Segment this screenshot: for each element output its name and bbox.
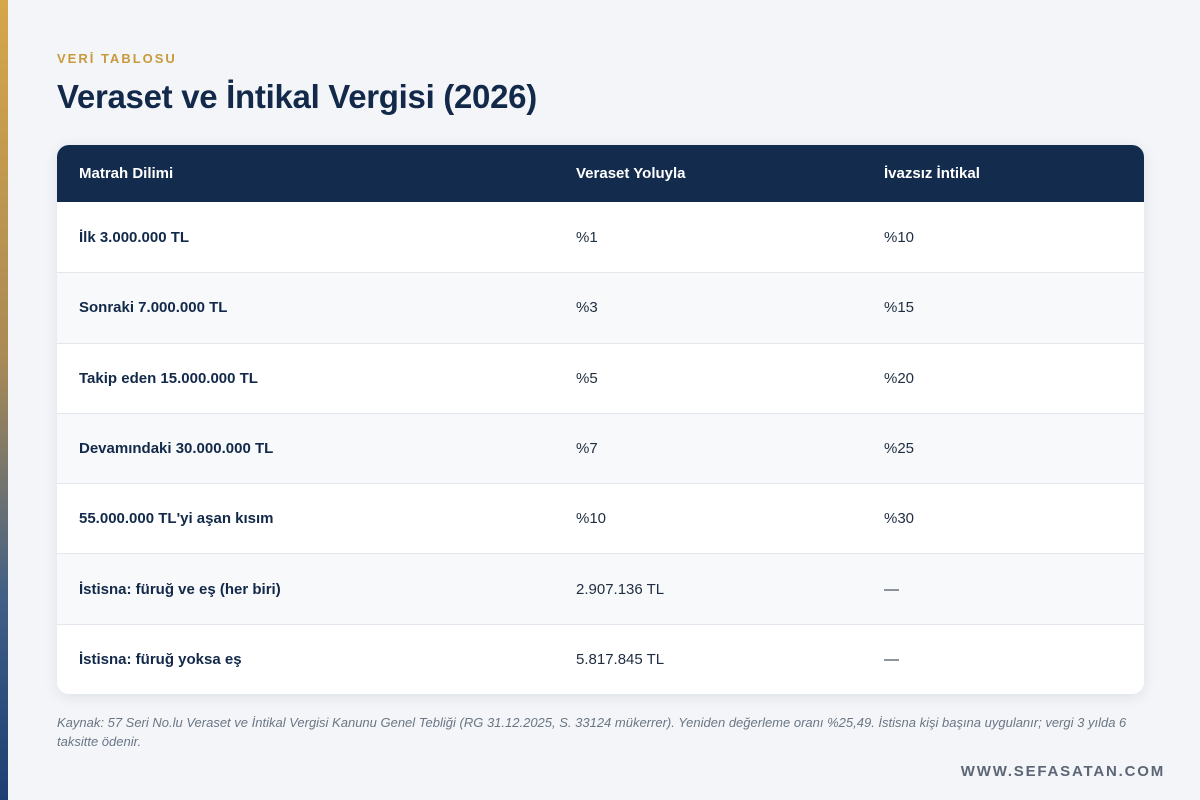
page-title: Veraset ve İntikal Vergisi (2026) xyxy=(57,78,537,115)
table-row: 55.000.000 TL'yi aşan kısım %10 %30 xyxy=(57,483,1144,554)
cell-veraset-rate: %5 xyxy=(576,369,598,387)
header-veraset-yoluyla: Veraset Yoluyla xyxy=(576,165,686,182)
cell-bracket: İlk 3.000.000 TL xyxy=(79,228,190,246)
cell-empty-dash: — xyxy=(884,650,899,668)
cell-veraset-rate: %10 xyxy=(576,510,607,528)
table-row: İlk 3.000.000 TL %1 %10 xyxy=(57,202,1144,273)
cell-veraset-rate: %1 xyxy=(576,228,598,246)
cell-exemption: İstisna: füruğ ve eş (her biri) xyxy=(79,580,281,598)
left-accent-bar xyxy=(0,0,8,800)
table-header: Matrah Dilimi Veraset Yoluyla İvazsız İn… xyxy=(57,145,1144,202)
cell-veraset-rate: %7 xyxy=(576,440,598,458)
header-matrah-dilimi: Matrah Dilimi xyxy=(79,165,174,182)
table-row: İstisna: füruğ yoksa eş 5.817.845 TL — xyxy=(57,623,1144,694)
cell-bracket: Devamındaki 30.000.000 TL xyxy=(79,440,274,458)
cell-bracket: Sonraki 7.000.000 TL xyxy=(79,299,228,317)
cell-ivazsiz-rate: %25 xyxy=(884,440,915,458)
source-note: Kaynak: 57 Seri No.lu Veraset ve İntikal… xyxy=(57,715,1127,749)
cell-empty-dash: — xyxy=(884,580,899,598)
table-body: İlk 3.000.000 TL %1 %10 Sonraki 7.000.00… xyxy=(57,202,1144,694)
cell-ivazsiz-rate: %30 xyxy=(884,510,915,528)
cell-bracket: Takip eden 15.000.000 TL xyxy=(79,369,258,387)
table-row: Devamındaki 30.000.000 TL %7 %25 xyxy=(57,412,1144,484)
cell-ivazsiz-rate: %15 xyxy=(884,299,915,317)
cell-exemption: İstisna: füruğ yoksa eş xyxy=(79,650,242,668)
cell-ivazsiz-rate: %20 xyxy=(884,369,915,387)
table-row: İstisna: füruğ ve eş (her biri) 2.907.13… xyxy=(57,553,1144,624)
cell-bracket: 55.000.000 TL'yi aşan kısım xyxy=(79,510,274,528)
cell-exemption-amount: 5.817.845 TL xyxy=(576,650,665,668)
cell-ivazsiz-rate: %10 xyxy=(884,228,915,246)
cell-veraset-rate: %3 xyxy=(576,299,598,317)
data-table: Matrah Dilimi Veraset Yoluyla İvazsız İn… xyxy=(57,145,1144,694)
cell-exemption-amount: 2.907.136 TL xyxy=(576,580,665,598)
eyebrow-label: VERİ TABLOSU xyxy=(57,51,177,66)
table-row: Sonraki 7.000.000 TL %3 %15 xyxy=(57,272,1144,343)
table-row: Takip eden 15.000.000 TL %5 %20 xyxy=(57,342,1144,413)
header-ivazsiz-intikal: İvazsız İntikal xyxy=(884,165,980,182)
website-url: WWW.SEFASATAN.COM xyxy=(960,763,1165,780)
